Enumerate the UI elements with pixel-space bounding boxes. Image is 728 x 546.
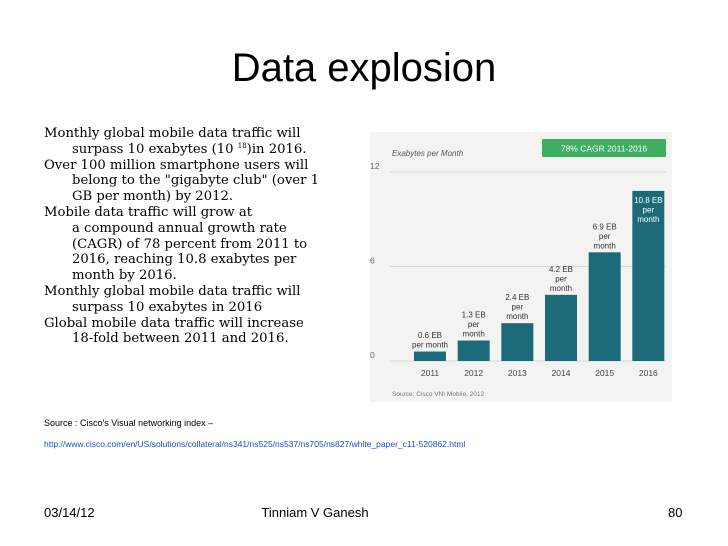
bullet-line: Mobile data traffic will grow at (44, 204, 253, 220)
bullet-item: Mobile data traffic will grow at a compo… (44, 205, 364, 284)
data-label-line: per month (412, 341, 448, 350)
data-label-line: month (594, 241, 616, 250)
data-label-line: 0.6 EB (418, 331, 442, 340)
x-tick-label: 2014 (552, 368, 571, 378)
chart-source: Source: Cisco VNI Mobile, 2012 (392, 391, 485, 398)
data-label: 4.2 EB per month (549, 265, 573, 293)
bullet-text: surpass 10 exabytes (10 (72, 141, 238, 157)
bullet-line: surpass 10 exabytes (10 18)in 2016. (72, 142, 364, 158)
footer-author: Tinniam V Ganesh (261, 505, 369, 520)
data-label: 1.3 EB per month (462, 311, 486, 339)
y-tick-label: 12 (370, 161, 380, 171)
bar (632, 190, 665, 361)
bullet-item: Over 100 million smartphone users will b… (44, 158, 364, 205)
data-label-line: month (637, 215, 659, 224)
bullet-item: Global mobile data traffic will increase… (44, 316, 364, 348)
bullet-line: a compound annual growth rate (72, 220, 287, 236)
data-label-line: month (463, 330, 485, 339)
data-label-line: 10.8 EB (634, 196, 662, 205)
slide-title: Data explosion (231, 46, 497, 90)
y-tick-label: 0 (370, 350, 375, 360)
bar (545, 294, 577, 361)
bullet-item: Monthly global mobile data traffic will … (44, 126, 364, 158)
x-tick-label: 2011 (421, 368, 440, 378)
data-label-line: 1.3 EB (462, 311, 486, 320)
footer-page-number: 80 (668, 505, 683, 520)
bar (414, 351, 446, 361)
data-label-line: 6.9 EB (593, 222, 617, 231)
data-label: 6.9 EB per month (593, 222, 617, 250)
data-label-line: month (550, 284, 572, 293)
bullet-line: 18-fold between 2011 and 2016. (72, 331, 289, 347)
bullet-line: surpass 10 exabytes in 2016 (72, 299, 263, 315)
chart: Exabytes per Month 78% CAGR 2011-2016 0 6 12… (370, 132, 672, 402)
data-label: 0.6 EB per month (412, 331, 448, 350)
data-label: 10.8 EB per month (634, 196, 662, 224)
bullet-line: Over 100 million smartphone users will (44, 157, 309, 173)
superscript: 18 (237, 141, 247, 150)
data-label-line: per (599, 232, 611, 241)
y-tick-label: 6 (370, 256, 375, 266)
bullet-line: Monthly global mobile data traffic will (44, 126, 301, 141)
bullet-line: (CAGR) of 78 percent from 2011 to (72, 236, 308, 252)
bullet-item: Monthly global mobile data traffic will … (44, 284, 364, 316)
bar (457, 340, 490, 361)
source-link[interactable]: http://www.cisco.com/en/US/solutions/col… (44, 439, 466, 449)
bar (501, 323, 534, 361)
cagr-badge-text: 78% CAGR 2011-2016 (561, 144, 648, 154)
x-tick-label: 2016 (639, 368, 658, 378)
cagr-badge (542, 139, 666, 157)
data-label-line: 4.2 EB (549, 265, 573, 274)
data-label-line: per (643, 205, 655, 214)
data-label-line: 2.4 EB (505, 293, 529, 302)
bullet-list: Monthly global mobile data traffic will … (44, 126, 364, 347)
bullet-line: belong to the "gigabyte club" (over 1 (72, 173, 319, 189)
bullet-line: GB per month) by 2012. (72, 189, 234, 205)
chart-ylabel: Exabytes per Month (392, 149, 464, 158)
bullet-text: )in 2016. (246, 141, 307, 157)
data-label-line: per (512, 303, 524, 312)
footer-date: 03/14/12 (44, 505, 95, 520)
data-label-line: per (555, 274, 567, 283)
data-label: 2.4 EB per month (505, 293, 529, 321)
bullet-line: Global mobile data traffic will increase (44, 315, 304, 331)
x-tick-label: 2015 (595, 368, 614, 378)
data-label-line: per (468, 320, 480, 329)
x-tick-label: 2012 (464, 368, 483, 378)
data-label-line: month (506, 312, 528, 321)
bullet-line: 2016, reaching 10.8 exabytes per (72, 252, 297, 268)
bar-chart: Exabytes per Month 78% CAGR 2011-2016 0 6 12… (370, 132, 672, 402)
bullet-line: Monthly global mobile data traffic will (44, 283, 301, 299)
x-tick-label: 2013 (508, 368, 527, 378)
bar (588, 252, 621, 361)
bullet-line: month by 2016. (72, 268, 177, 284)
source-label: Source : Cisco's Visual networking index… (44, 418, 214, 428)
